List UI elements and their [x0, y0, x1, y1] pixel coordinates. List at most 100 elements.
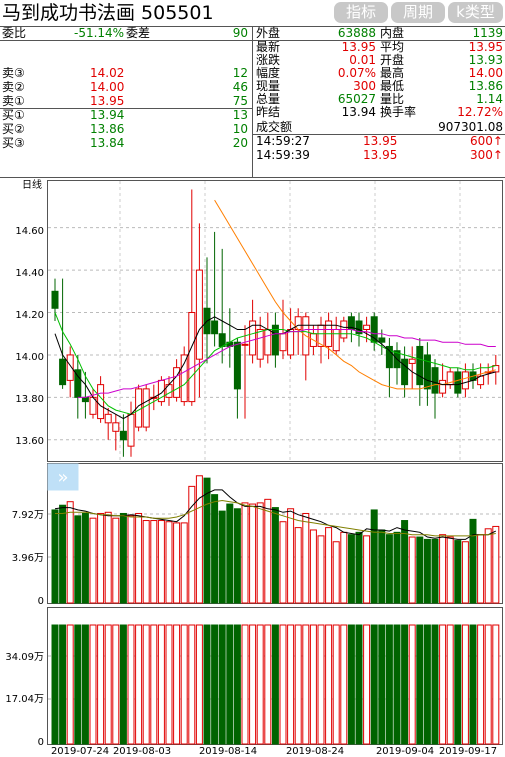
- amount-bar: [363, 624, 371, 745]
- amount-bar: [317, 624, 325, 745]
- amount-bar: [157, 624, 165, 745]
- quote-label: 平均: [380, 40, 405, 54]
- amount-bar: [74, 624, 82, 745]
- bid-volume: 13: [232, 108, 248, 122]
- candlestick: [142, 384, 150, 432]
- bid-row: 买① 13.94 13: [0, 109, 252, 122]
- candlestick: [195, 223, 203, 398]
- candlestick: [408, 346, 416, 389]
- volume-bar: [317, 535, 325, 604]
- volume-bar: [385, 534, 393, 604]
- quote-row: 现量 300 最低 13.86: [253, 80, 505, 93]
- volume-bar: [439, 534, 447, 604]
- candlestick: [51, 278, 59, 321]
- ask-label: 卖③: [2, 66, 25, 80]
- volume-bar: [416, 536, 424, 604]
- amount-bar: [279, 624, 287, 745]
- turnover-value: 907301.08: [438, 120, 503, 134]
- volume-bar: [355, 531, 363, 604]
- candlestick: [173, 359, 181, 402]
- weibi-row: 委比 -51.14% 委差 90: [0, 27, 252, 40]
- kline-chart[interactable]: 日线 14.60 14.40 14.20 14.00 13.80 13.60 7…: [0, 177, 505, 757]
- order-book: 委比 -51.14% 委差 90 卖③ 14.02 12 卖② 14.00 46…: [0, 27, 252, 177]
- quote-label: 总量: [256, 92, 281, 106]
- period-button[interactable]: 周期: [391, 2, 445, 23]
- bid-price: 13.94: [90, 108, 125, 122]
- ask-price: 14.00: [90, 80, 125, 94]
- amount-bar: [325, 624, 333, 745]
- price-tick: 13.60: [15, 436, 44, 447]
- amount-bar: [378, 624, 386, 745]
- bid-volume: 10: [232, 122, 248, 136]
- quote-value: 14.00: [468, 66, 503, 80]
- candlestick: [454, 367, 462, 398]
- amount-bar: [332, 624, 340, 745]
- volume-bar: [325, 527, 333, 604]
- candle-body: [256, 328, 264, 360]
- candlestick: [66, 346, 74, 398]
- expand-button-bg[interactable]: [47, 463, 79, 491]
- amount-tick: 34.09万: [5, 652, 44, 663]
- candlestick: [241, 325, 249, 419]
- volume-bar: [370, 509, 378, 604]
- tick-time: 14:59:27: [256, 134, 310, 148]
- chevron-right-icon[interactable]: »: [57, 467, 68, 488]
- amount-bar: [302, 624, 310, 745]
- volume-bar: [135, 512, 143, 604]
- volume-bar: [119, 512, 127, 604]
- candle-body: [97, 384, 105, 420]
- ask-row: 卖③ 14.02 12: [0, 67, 252, 80]
- volume-axis-labels: 7.92万 3.96万 0: [12, 510, 44, 607]
- ask-volume: 75: [232, 94, 248, 108]
- weicha-label: 委差: [126, 26, 151, 40]
- candle-body: [211, 320, 219, 335]
- indicator-button[interactable]: 指标: [334, 2, 388, 23]
- quote-value: 13.93: [468, 53, 503, 67]
- candle-body: [378, 337, 386, 343]
- candlestick: [446, 367, 454, 389]
- amount-bar: [454, 624, 462, 745]
- amount-bar: [66, 624, 74, 745]
- amount-bar: [484, 624, 492, 745]
- volume-bar: [279, 521, 287, 604]
- ask-row: 卖① 13.95 75: [0, 95, 252, 108]
- quote-label: 幅度: [256, 66, 281, 80]
- quote-value: 12.72%: [457, 105, 503, 119]
- quote-label: 最新: [256, 40, 281, 54]
- amount-bar: [89, 624, 97, 745]
- ask-price: 13.95: [90, 94, 125, 108]
- ask-volume: 12: [232, 66, 248, 80]
- quote-value: 13.95: [468, 40, 503, 54]
- amount-bar: [492, 624, 500, 745]
- amount-bar: [203, 624, 211, 745]
- candle-body: [142, 388, 150, 428]
- amount-bar: [150, 624, 158, 745]
- candle-body: [104, 413, 112, 424]
- price-tick: 14.00: [15, 352, 44, 363]
- kline-type-button[interactable]: k类型: [448, 2, 503, 23]
- amount-bar: [218, 624, 226, 745]
- moving-average-line: [214, 199, 496, 390]
- quote-value: 1.14: [476, 92, 503, 106]
- candlestick: [439, 363, 447, 398]
- volume-bar: [81, 512, 89, 604]
- amount-bar: [469, 624, 477, 745]
- expand-button[interactable]: »: [47, 463, 79, 491]
- tick-volume: 600↑: [470, 134, 503, 148]
- volume-bar: [401, 520, 409, 604]
- amount-bar: [431, 624, 439, 745]
- candle-body: [180, 354, 188, 403]
- volume-bar: [332, 541, 340, 604]
- amount-bar: [271, 624, 279, 745]
- amount-bar: [439, 624, 447, 745]
- volume-tick: 0: [38, 596, 44, 607]
- price-tick: 14.60: [15, 226, 44, 237]
- candle-body: [461, 371, 469, 390]
- amount-bar: [401, 624, 409, 745]
- candle-body: [423, 354, 431, 390]
- outer-value: 63888: [337, 26, 376, 40]
- volume-pane-frame: [47, 463, 503, 604]
- quote-row: 昨结 13.94 换手率 12.72%: [253, 106, 505, 119]
- amount-bar: [423, 624, 431, 745]
- amount-bar: [241, 624, 249, 745]
